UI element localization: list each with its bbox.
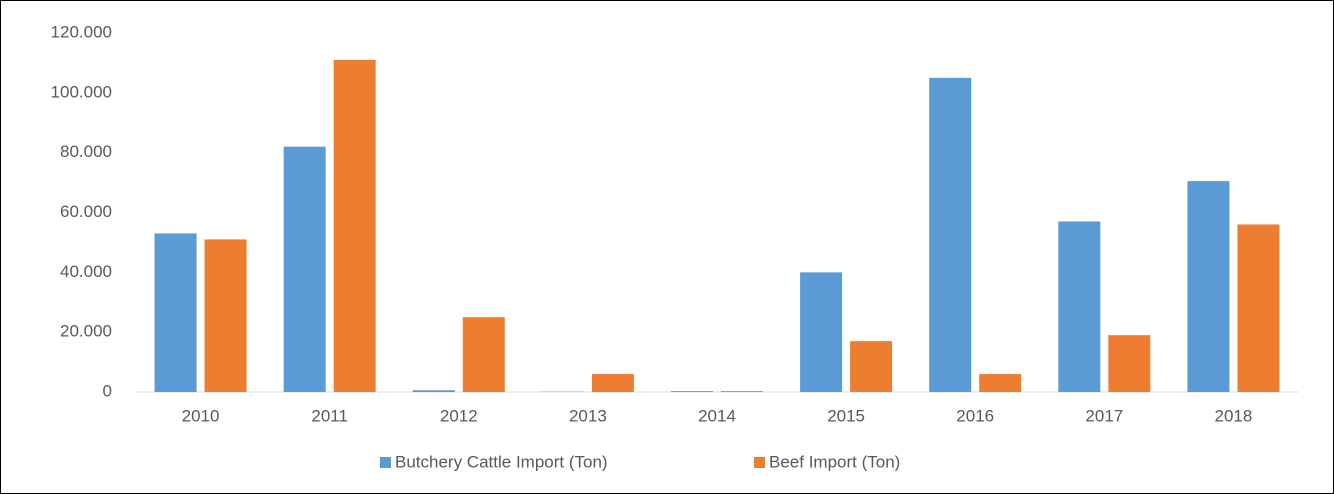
bar [1058, 221, 1101, 392]
legend-label: Beef Import (Ton) [769, 452, 900, 471]
x-tick-label: 2013 [569, 406, 607, 425]
bar [929, 77, 972, 392]
bar [154, 233, 197, 392]
x-tick-label: 2017 [1085, 406, 1123, 425]
bar [979, 374, 1022, 392]
x-tick-label: 2014 [698, 406, 736, 425]
legend-swatch [754, 457, 765, 468]
bar [1187, 181, 1230, 392]
bar [1108, 335, 1151, 392]
bar [204, 239, 247, 392]
x-tick-label: 2011 [311, 406, 348, 425]
bar [1237, 224, 1280, 392]
bar [462, 317, 505, 392]
y-tick-label: 80.000 [60, 142, 112, 161]
y-tick-label: 40.000 [60, 262, 112, 281]
x-tick-label: 2016 [956, 406, 994, 425]
legend-swatch [380, 457, 391, 468]
bar [333, 59, 376, 393]
bar [412, 390, 455, 392]
x-tick-label: 2018 [1215, 406, 1253, 425]
bar [850, 341, 893, 392]
y-tick-label: 0 [103, 381, 112, 400]
legend-label: Butchery Cattle Import (Ton) [395, 452, 608, 471]
bar [800, 272, 843, 392]
x-tick-label: 2012 [440, 406, 478, 425]
y-tick-label: 20.000 [60, 322, 112, 341]
bar [283, 146, 326, 392]
y-tick-label: 120.000 [51, 22, 112, 41]
y-tick-label: 100.000 [51, 82, 112, 101]
bar [721, 391, 763, 392]
x-tick-label: 2015 [827, 406, 865, 425]
bar [591, 374, 634, 392]
y-tick-label: 60.000 [60, 202, 112, 221]
bar [671, 391, 713, 392]
x-tick-label: 2010 [182, 406, 220, 425]
